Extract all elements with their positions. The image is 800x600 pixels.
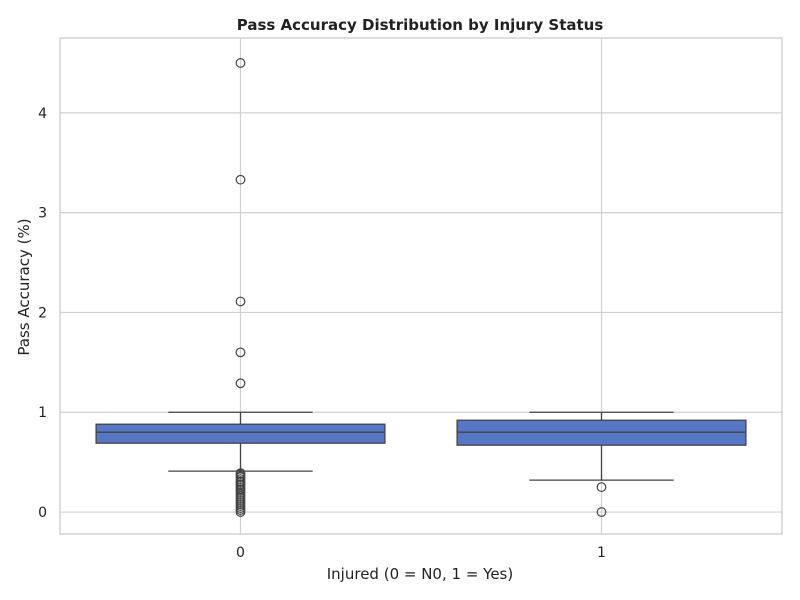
iqr-box <box>95 423 386 444</box>
outlier-point <box>235 378 246 389</box>
box-group-1 <box>456 411 747 517</box>
x-tick-label: 0 <box>236 545 245 561</box>
y-axis-label: Pass Accuracy (%) <box>15 218 33 355</box>
chart-title: Pass Accuracy Distribution by Injury Sta… <box>237 16 604 34</box>
y-tick-label: 1 <box>38 405 47 421</box>
outlier-point <box>596 507 607 517</box>
outlier-point <box>235 347 246 358</box>
y-tick-label: 3 <box>38 206 47 222</box>
plot-frame <box>59 37 783 535</box>
tick-labels: 0 1 2 3 4 0 1 <box>38 106 606 561</box>
outlier-point <box>235 58 246 68</box>
outlier-point <box>235 507 246 517</box>
box-group-0 <box>95 58 386 517</box>
y-tick-label: 0 <box>38 505 47 521</box>
outlier-point <box>235 296 246 307</box>
x-axis-label: Injured (0 = N0, 1 = Yes) <box>327 565 513 583</box>
grid-lines <box>60 38 782 534</box>
y-tick-label: 2 <box>38 305 47 321</box>
outlier-point <box>235 174 246 185</box>
outlier-point <box>596 482 607 492</box>
y-tick-label: 4 <box>38 106 47 122</box>
box-layer <box>95 58 747 517</box>
x-tick-label: 1 <box>597 545 606 561</box>
